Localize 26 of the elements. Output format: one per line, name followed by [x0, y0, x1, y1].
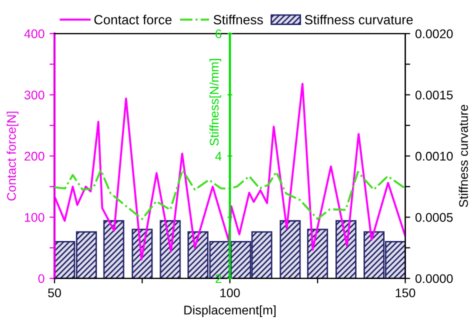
bar [307, 228, 328, 278]
y2-tick-label: 0.0000 [415, 274, 453, 284]
x-tick-label: 100 [220, 288, 240, 298]
y2-tick-label: 0.0005 [415, 213, 453, 222]
y-tick-label: 100 [24, 213, 44, 222]
y3-axis-title: Stiffness[N/mm] [209, 59, 222, 146]
y-tick-label: 300 [24, 90, 44, 100]
y-tick-label: 400 [24, 29, 44, 38]
y2-tick-label: 0.0020 [415, 29, 453, 38]
x-axis-title: Displacement[m] [184, 305, 276, 317]
y2-tick-label: 0.0015 [415, 90, 453, 100]
y-tick-label: 0 [38, 274, 44, 284]
legend-label: Stiffness curvature [304, 14, 413, 24]
legend-label: Stiffness [214, 14, 263, 24]
y2-tick-label: 0.0010 [415, 152, 453, 161]
legend-label: Contact force [94, 14, 172, 24]
y2-axis-title: Stiffness curvature [458, 104, 468, 208]
y3-tick-label: 4 [215, 152, 222, 161]
bar [103, 220, 124, 278]
bar [280, 220, 301, 278]
x-tick-label: 150 [396, 288, 416, 298]
y-tick-label: 200 [24, 152, 44, 161]
y-axis-title: Contact force[N] [6, 112, 18, 201]
line-series [54, 169, 406, 220]
x-tick-label: 50 [48, 288, 61, 298]
bar [336, 220, 356, 278]
